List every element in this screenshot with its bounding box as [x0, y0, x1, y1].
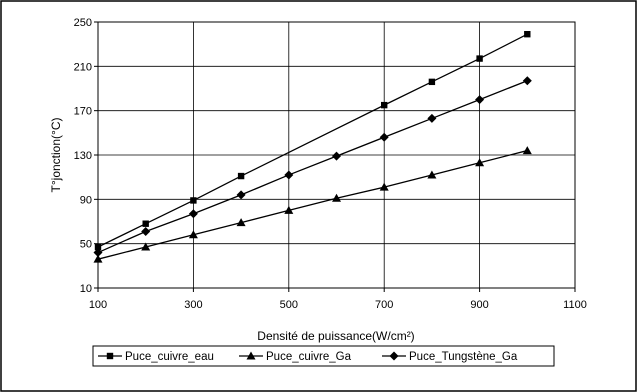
- y-tick-label: 170: [74, 106, 92, 118]
- data-point-diamond: [332, 151, 341, 161]
- data-point-triangle: [332, 193, 341, 202]
- data-point-square: [476, 55, 483, 62]
- data-point-diamond: [427, 113, 437, 123]
- data-point-diamond: [284, 170, 294, 180]
- y-tick-label: 10: [80, 283, 92, 295]
- data-point-triangle: [379, 182, 389, 191]
- data-point-triangle: [236, 218, 246, 227]
- series: [93, 30, 532, 263]
- data-point-square: [190, 197, 197, 204]
- series-line: [97, 33, 528, 248]
- data-point-triangle: [427, 170, 437, 179]
- data-point-diamond: [236, 190, 246, 200]
- x-axis: 100 300 500 700 900 1100: [89, 288, 587, 311]
- y-tick-label: 50: [80, 239, 92, 251]
- data-point-square: [142, 220, 149, 227]
- data-point-diamond: [188, 209, 198, 219]
- series-triangle: [93, 146, 532, 263]
- data-point-diamond: [475, 95, 485, 105]
- data-point-square: [94, 243, 102, 251]
- y-tick-label: 130: [74, 150, 92, 162]
- data-point-triangle: [522, 146, 532, 155]
- legend-label: Puce_cuivre_eau: [125, 351, 214, 363]
- data-point-square: [524, 30, 531, 38]
- x-axis-label: Densité de puissance(W/cm²): [257, 329, 414, 343]
- data-point-triangle: [141, 242, 151, 251]
- data-point-square: [428, 78, 436, 86]
- data-point-square: [381, 101, 388, 109]
- y-tick-label: 90: [80, 194, 92, 206]
- data-point-diamond: [522, 76, 532, 86]
- legend-box: [92, 345, 555, 367]
- legend-label: Puce_cuivre_Ga: [266, 351, 352, 363]
- x-tick-label: 500: [280, 299, 298, 311]
- data-point-triangle: [284, 205, 294, 214]
- y-axis-label: T°jonction(°C): [49, 118, 63, 193]
- data-point-diamond: [93, 248, 103, 258]
- legend-item: Puce_Tungstène_Ga: [382, 351, 518, 363]
- x-tick-label: 1100: [563, 299, 587, 311]
- x-tick-label: 900: [470, 299, 488, 311]
- y-tick-label: 250: [74, 17, 92, 29]
- legend: Puce_cuivre_eau Puce_cuivre_Ga Puce_Tungst…: [98, 351, 518, 363]
- series-square: [94, 30, 531, 251]
- data-point-triangle: [93, 254, 103, 263]
- data-point-diamond: [379, 132, 389, 142]
- data-point-square: [237, 172, 245, 180]
- x-tick-label: 700: [375, 299, 393, 311]
- data-point-triangle: [188, 230, 198, 239]
- data-point-diamond: [141, 226, 151, 236]
- gridlines: [98, 22, 575, 288]
- y-axis: 10 50 90 130 170 210 250: [74, 17, 98, 295]
- series-diamond: [93, 76, 532, 258]
- y-tick-label: 210: [74, 61, 92, 73]
- data-point-triangle: [475, 158, 485, 167]
- data-point-square: [106, 352, 114, 360]
- x-tick-label: 100: [89, 299, 107, 311]
- legend-item: Puce_cuivre_eau: [98, 351, 214, 363]
- legend-label: Puce_Tungstène_Ga: [409, 351, 518, 363]
- series-line: [97, 80, 528, 254]
- data-point-triangle: [246, 351, 256, 360]
- legend-item: Puce_cuivre_Ga: [239, 351, 352, 363]
- x-tick-label: 300: [184, 299, 202, 311]
- data-point-diamond: [389, 351, 399, 361]
- series-line: [97, 149, 528, 260]
